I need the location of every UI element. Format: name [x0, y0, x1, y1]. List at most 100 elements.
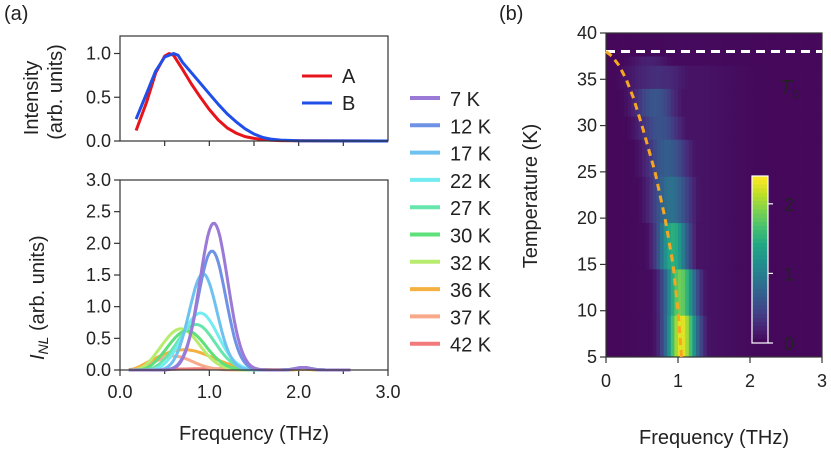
- heatmap-cell: [728, 269, 733, 316]
- intensity-y-tick-label: 1.0: [86, 44, 111, 64]
- heatmap-cell: [714, 116, 718, 140]
- heatmap-cell: [760, 33, 765, 57]
- colorbar: 0 1 2: [751, 175, 794, 354]
- heatmap-cell: [782, 269, 787, 316]
- heatmap-cell: [699, 116, 704, 140]
- heatmap-cell: [724, 139, 729, 177]
- heatmap-cell: [678, 176, 682, 224]
- heatmap-cell: [660, 269, 664, 316]
- heatmap-cell: [696, 269, 700, 316]
- heatmap-cell: [768, 315, 772, 358]
- heatmap-cell: [649, 269, 654, 316]
- heatmap-cell: [811, 88, 816, 117]
- heatmap-cell: [796, 88, 801, 117]
- heatmap-cell: [706, 269, 711, 316]
- intensity-legend: AB: [302, 66, 356, 115]
- heatmap-cell: [685, 116, 690, 140]
- heatmap-cell: [652, 269, 657, 316]
- heatmap-cell: [678, 116, 682, 140]
- heatmap-cell: [634, 315, 639, 358]
- heatmap-cell: [674, 176, 679, 224]
- heatmap-cell: [804, 116, 808, 140]
- heatmap-cell: [735, 269, 740, 316]
- heatmap-cell: [724, 56, 729, 66]
- heatmap-cell: [660, 139, 664, 177]
- heatmap-cell: [692, 88, 697, 117]
- heatmap-cell: [681, 88, 686, 117]
- heatmap-cell: [800, 56, 805, 66]
- heatmap-cell: [613, 315, 618, 358]
- colorbar-segment: [752, 201, 768, 206]
- heatmap-overlay: Tc: [605, 50, 822, 358]
- heatmap-cell: [778, 116, 783, 140]
- heatmap-cell: [656, 88, 661, 117]
- heatmap-cell: [609, 116, 614, 140]
- heatmap-cell: [710, 315, 715, 358]
- heatmap-cell: [746, 33, 751, 57]
- heatmap-cell: [789, 65, 794, 89]
- heatmap-cell: [721, 269, 726, 316]
- colorbar-segment: [752, 251, 768, 256]
- heatmap-cell: [663, 88, 668, 117]
- heatmap-cell: [609, 315, 614, 358]
- heatmap-cell: [706, 176, 711, 224]
- heatmap-plot: Tc 5 10 15 20 25 30 35 40 0 1 2 3 0 1 2 Temperature …: [520, 23, 827, 449]
- heatmap-cell: [681, 222, 686, 270]
- heatmap-cell: [721, 222, 726, 270]
- heatmap-cell: [760, 56, 765, 66]
- temp-legend-label: 37 K: [450, 307, 492, 329]
- heatmap-cell: [778, 315, 783, 358]
- heatmap-cell: [742, 176, 747, 224]
- heatmap-cell: [710, 65, 715, 89]
- intensity-frame: [119, 35, 389, 142]
- heatmap-cell: [768, 222, 772, 270]
- heatmap-cell: [688, 269, 693, 316]
- heatmap-cell: [793, 139, 798, 177]
- heatmap-cell: [699, 315, 704, 358]
- heatmap-cell: [706, 116, 711, 140]
- heatmap-cell: [609, 222, 614, 270]
- heatmap-cell: [642, 315, 646, 358]
- heatmap-cell: [735, 65, 740, 89]
- heatmap-cell: [616, 176, 621, 224]
- heatmap-cell: [656, 139, 661, 177]
- heatmap-cell: [663, 315, 668, 358]
- heatmap-cell: [717, 315, 722, 358]
- heatmap-cell: [663, 269, 668, 316]
- colorbar-segment: [752, 246, 768, 252]
- heatmap-cell: [732, 176, 736, 224]
- heatmap-cell: [670, 88, 675, 117]
- inl-frame: [119, 179, 389, 371]
- heatmap-cell: [753, 88, 758, 117]
- heatmap-cell: [616, 116, 621, 140]
- heatmap-cell: [620, 65, 625, 89]
- gap-dashed-curve: [605, 50, 684, 358]
- heatmap-cell: [699, 56, 704, 66]
- heatmap-cell: [656, 116, 661, 140]
- colorbar-segment: [752, 305, 768, 311]
- heatmap-cell: [703, 222, 708, 270]
- heatmap-cell: [681, 65, 686, 89]
- heatmap-cell: [714, 315, 718, 358]
- heatmap-cell: [649, 33, 654, 57]
- heatmap-cell: [796, 269, 801, 316]
- heatmap-cell: [746, 269, 751, 316]
- colorbar-segment: [752, 242, 768, 248]
- temp-legend-label: 17 K: [450, 144, 492, 166]
- inl-series-7K: [128, 221, 351, 372]
- heatmap-cell: [757, 65, 762, 89]
- heatmap-cell: [634, 88, 639, 117]
- heatmap-cell: [674, 139, 679, 177]
- heatmap-cell: [606, 88, 610, 117]
- heatmap-cell: [768, 88, 772, 117]
- heatmap-cell: [735, 315, 740, 358]
- heatmap-cell: [807, 222, 812, 270]
- heatmap-cell: [724, 33, 729, 57]
- heatmap-cell: [663, 65, 668, 89]
- heatmap-cell: [778, 222, 783, 270]
- heatmap-cell: [699, 88, 704, 117]
- heatmap-cell: [627, 139, 632, 177]
- heatmap-cell: [674, 222, 679, 270]
- heatmap-cell: [667, 269, 672, 316]
- colorbar-segment: [752, 334, 768, 340]
